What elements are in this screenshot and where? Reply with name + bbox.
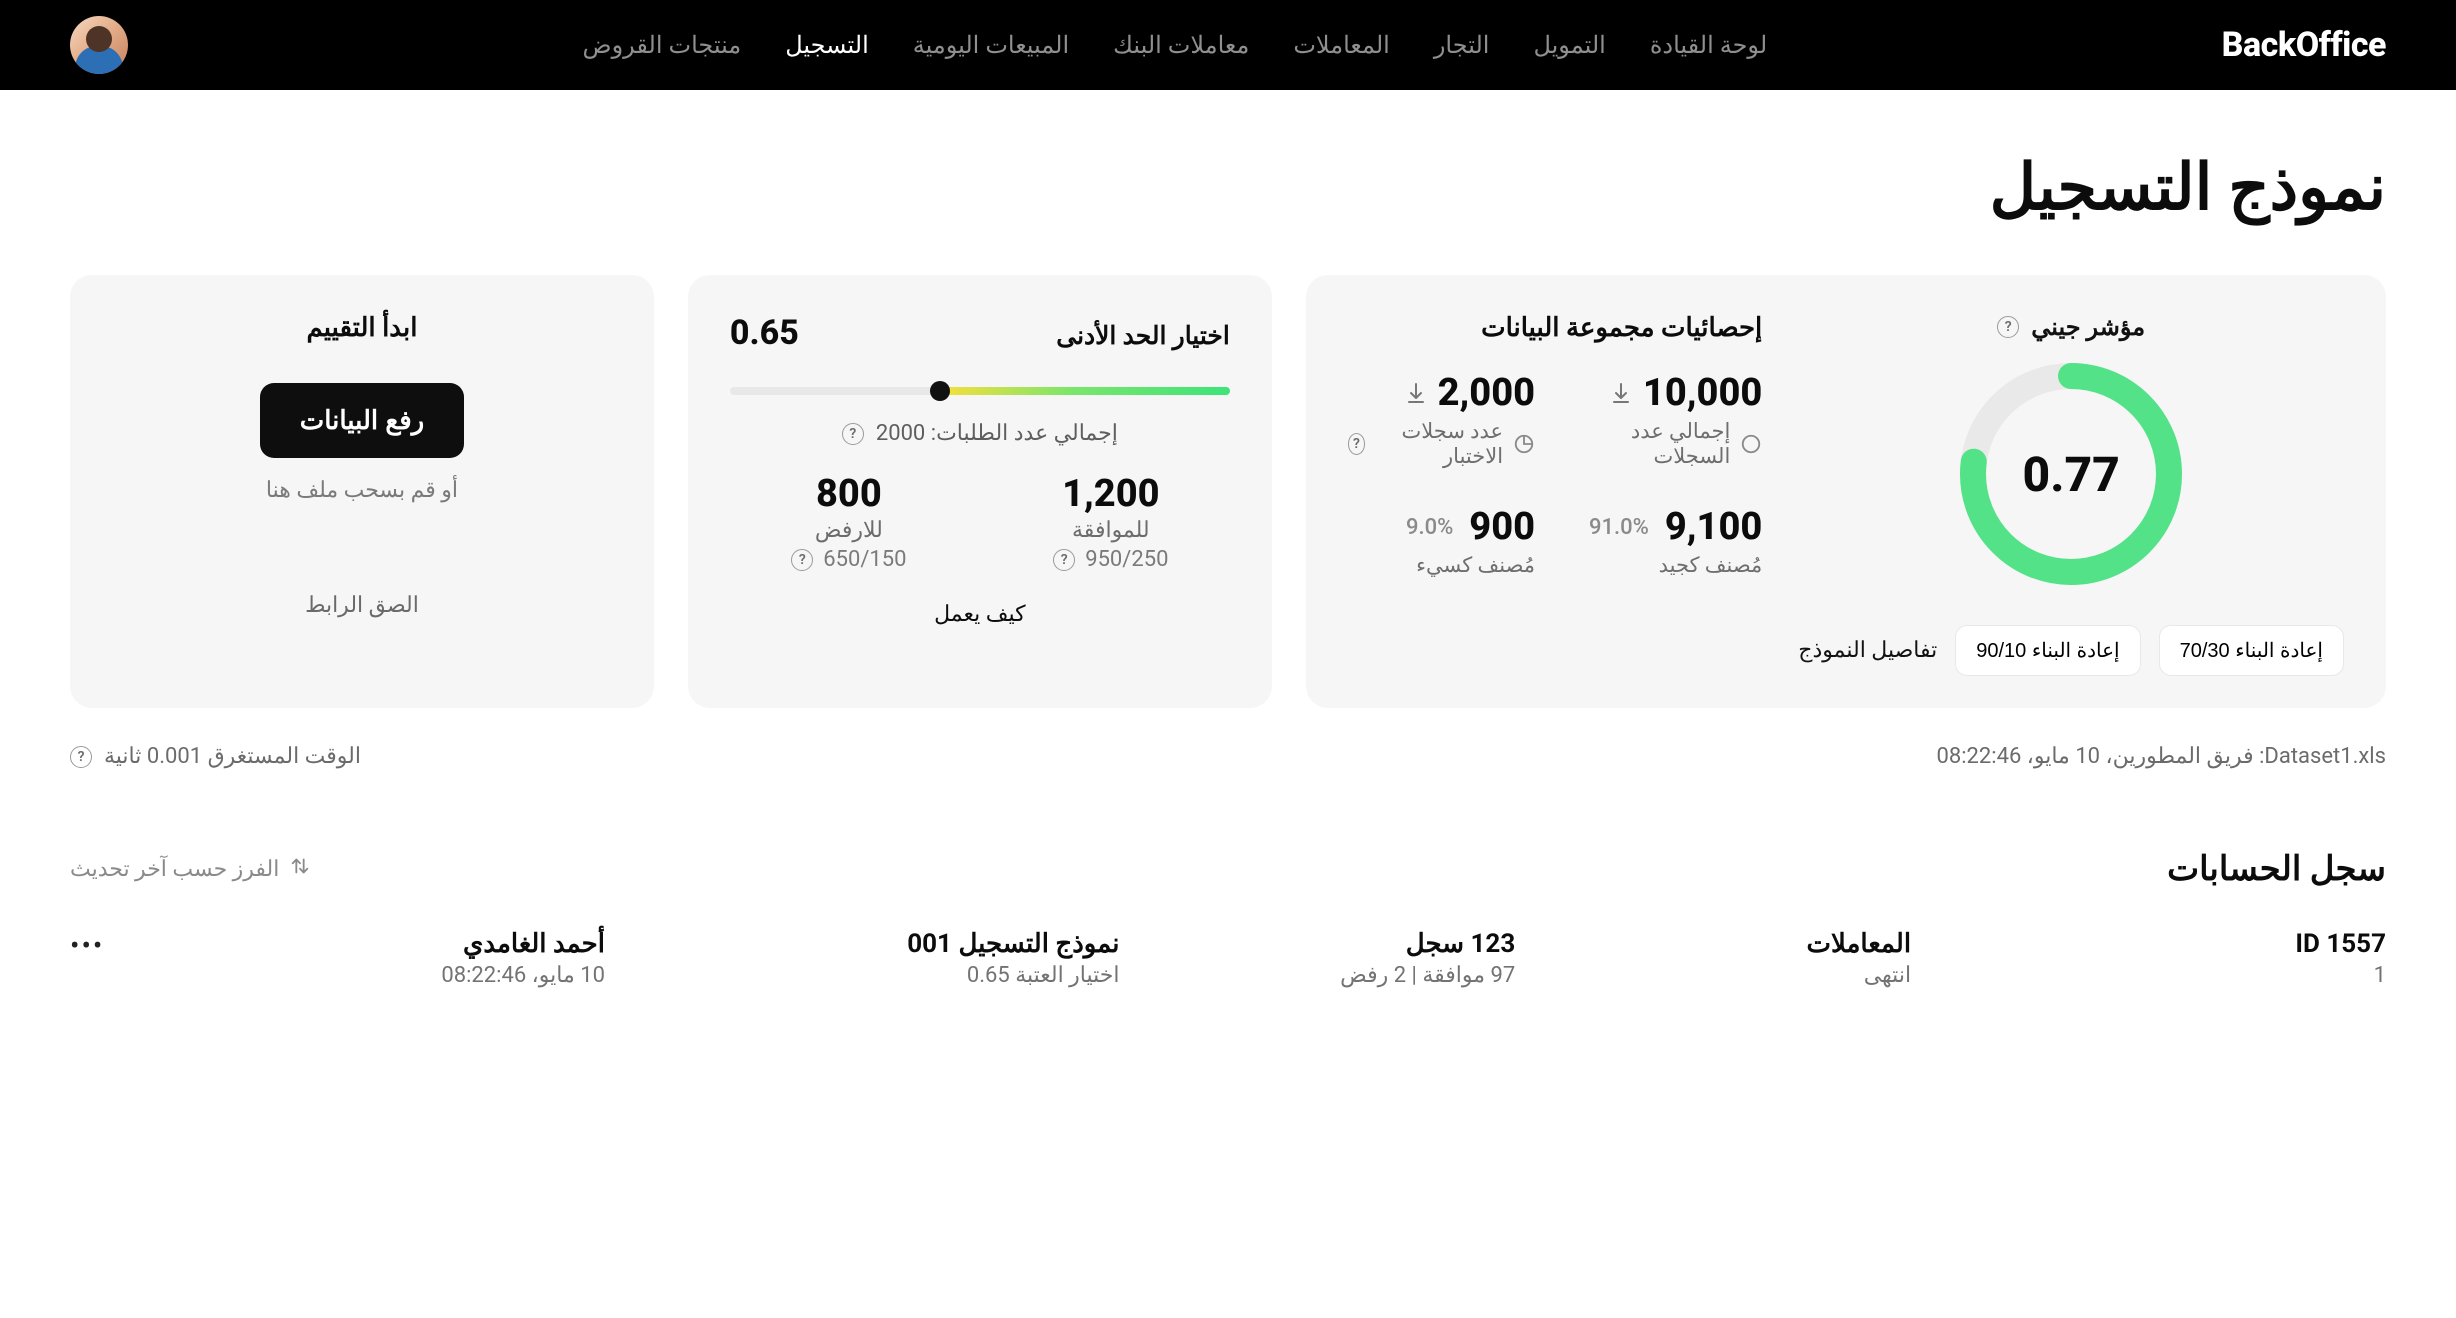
stat-good-value: 9,100 bbox=[1665, 505, 1762, 549]
reject-block: 800 للارفض 650/150 ? bbox=[730, 472, 968, 572]
gini-title: مؤشر جيني bbox=[2031, 313, 2145, 341]
slider-thumb[interactable] bbox=[930, 381, 950, 401]
paste-link[interactable]: الصق الرابط bbox=[112, 593, 612, 618]
log-title: سجل الحسابات bbox=[2167, 849, 2386, 889]
threshold-value: 0.65 bbox=[730, 313, 799, 353]
reject-value: 800 bbox=[730, 472, 968, 516]
log-type-sub: انتهى bbox=[1515, 963, 1911, 988]
nav-links: لوحة القيادة التمويل التجار المعاملات مع… bbox=[583, 31, 1768, 59]
user-avatar[interactable] bbox=[70, 16, 128, 74]
rebuild-7030-button[interactable]: إعادة البناء 70/30 bbox=[2159, 625, 2344, 676]
gini-value: 0.77 bbox=[1956, 359, 2186, 589]
gini-box: مؤشر جيني ? 0.77 إعادة البناء 70/30 إعاد… bbox=[1798, 313, 2344, 676]
top-nav: BackOffice لوحة القيادة التمويل التجار ا… bbox=[0, 0, 2456, 90]
stat-test-records-value: 2,000 bbox=[1438, 371, 1535, 415]
gini-dataset-card: مؤشر جيني ? 0.77 إعادة البناء 70/30 إعاد… bbox=[1306, 275, 2386, 708]
upload-title: ابدأ التقييم bbox=[112, 313, 612, 343]
stat-total-records-label: إجمالي عدد السجلات bbox=[1575, 419, 1730, 469]
stat-good-pct: 91.0% bbox=[1589, 515, 1649, 540]
log-records-sub: 97 موافقة | 2 رفض bbox=[1119, 963, 1515, 988]
sort-link[interactable]: الفرز حسب آخر تحديث bbox=[70, 855, 311, 883]
stat-good: 9,100 91.0% مُصنف كجيد bbox=[1575, 505, 1762, 578]
nav-item-merchants[interactable]: التجار bbox=[1434, 31, 1490, 59]
log-model-sub: اختيار العتبة 0.65 bbox=[605, 963, 1120, 988]
help-icon[interactable]: ? bbox=[842, 423, 864, 445]
help-icon[interactable]: ? bbox=[791, 549, 813, 571]
help-icon[interactable]: ? bbox=[1053, 549, 1075, 571]
approve-block: 1,200 للموافقة 950/250 ? bbox=[992, 472, 1230, 572]
upload-sub: أو قم بسحب ملف هنا bbox=[112, 478, 612, 503]
nav-item-dashboard[interactable]: لوحة القيادة bbox=[1650, 31, 1767, 59]
stat-bad: 900 9.0% مُصنف كسيء bbox=[1348, 505, 1535, 578]
gini-donut: 0.77 bbox=[1956, 359, 2186, 589]
file-meta: Dataset1.xls: فريق المطورين، 10 مايو، 08… bbox=[1936, 744, 2386, 769]
help-icon[interactable]: ? bbox=[1997, 316, 2019, 338]
nav-item-loan-products[interactable]: منتجات القروض bbox=[583, 31, 742, 59]
file-meta-row: Dataset1.xls: فريق المطورين، 10 مايو، 08… bbox=[70, 744, 2386, 769]
log-id-sub: 1 bbox=[1911, 963, 2386, 988]
log-id: ID 1557 bbox=[1911, 929, 2386, 959]
model-details-link[interactable]: تفاصيل النموذج bbox=[1798, 638, 1937, 663]
brand-logo: BackOffice bbox=[2222, 25, 2386, 65]
log-head: سجل الحسابات الفرز حسب آخر تحديث bbox=[70, 849, 2386, 889]
stat-test-records: 2,000 عدد سجلات الاختبار ? bbox=[1348, 371, 1535, 469]
help-icon[interactable]: ? bbox=[70, 746, 92, 768]
dataset-stats: إحصائيات مجموعة البيانات 10,000 bbox=[1348, 313, 1763, 676]
reject-label: للارفض bbox=[730, 518, 968, 543]
stat-good-label: مُصنف كجيد bbox=[1659, 553, 1763, 578]
rebuild-9010-button[interactable]: إعادة البناء 90/10 bbox=[1955, 625, 2140, 676]
nav-item-funding[interactable]: التمويل bbox=[1533, 31, 1605, 59]
approve-sub: 950/250 bbox=[1085, 547, 1168, 572]
nav-item-bank-transactions[interactable]: معاملات البنك bbox=[1113, 31, 1249, 59]
threshold-title: اختيار الحد الأدنى bbox=[1056, 321, 1230, 351]
approve-value: 1,200 bbox=[992, 472, 1230, 516]
log-user-sub: 10 مايو، 08:22:46 bbox=[130, 963, 605, 988]
stat-bad-label: مُصنف كسيء bbox=[1416, 553, 1535, 578]
log-model: نموذج التسجيل 001 bbox=[605, 929, 1120, 959]
approve-label: للموافقة bbox=[992, 518, 1230, 543]
stat-total-records: 10,000 إجمالي عدد السجلات bbox=[1575, 371, 1762, 469]
log-row[interactable]: ID 1557 1 المعاملات انتهى 123 سجل 97 موا… bbox=[70, 929, 2386, 989]
nav-item-daily-sales[interactable]: المبيعات اليومية bbox=[913, 31, 1069, 59]
pie-icon bbox=[1513, 433, 1535, 455]
threshold-total-line: إجمالي عدد الطلبات: 2000 bbox=[876, 421, 1118, 446]
sort-label: الفرز حسب آخر تحديث bbox=[70, 857, 279, 882]
nav-item-transactions[interactable]: المعاملات bbox=[1293, 31, 1390, 59]
stat-total-records-value: 10,000 bbox=[1643, 371, 1762, 415]
dataset-stats-title: إحصائيات مجموعة البيانات bbox=[1348, 313, 1763, 343]
download-icon[interactable] bbox=[1609, 381, 1633, 405]
log-type: المعاملات bbox=[1515, 929, 1911, 959]
help-icon[interactable]: ? bbox=[1348, 433, 1365, 455]
log-user: أحمد الغامدي bbox=[130, 929, 605, 959]
database-icon bbox=[1740, 433, 1762, 455]
threshold-card: اختيار الحد الأدنى 0.65 إجمالي عدد الطلب… bbox=[688, 275, 1272, 708]
upload-card: ابدأ التقييم رفع البيانات أو قم بسحب ملف… bbox=[70, 275, 654, 708]
how-it-works-link[interactable]: كيف يعمل bbox=[730, 602, 1230, 627]
sort-icon bbox=[289, 855, 311, 883]
upload-button[interactable]: رفع البيانات bbox=[260, 383, 464, 458]
threshold-slider[interactable] bbox=[730, 387, 1230, 395]
reject-sub: 650/150 bbox=[823, 547, 906, 572]
time-meta: الوقت المستغرق 0.001 ثانية bbox=[104, 744, 361, 769]
stat-test-records-label: عدد سجلات الاختبار bbox=[1375, 419, 1503, 469]
page-title: نموذج التسجيل bbox=[70, 150, 2386, 225]
stat-bad-value: 900 bbox=[1469, 505, 1535, 549]
download-icon[interactable] bbox=[1404, 381, 1428, 405]
nav-item-registration[interactable]: التسجيل bbox=[785, 31, 869, 59]
log-records: 123 سجل bbox=[1119, 929, 1515, 959]
row-menu-icon[interactable]: ••• bbox=[70, 929, 130, 962]
stat-bad-pct: 9.0% bbox=[1406, 515, 1453, 540]
